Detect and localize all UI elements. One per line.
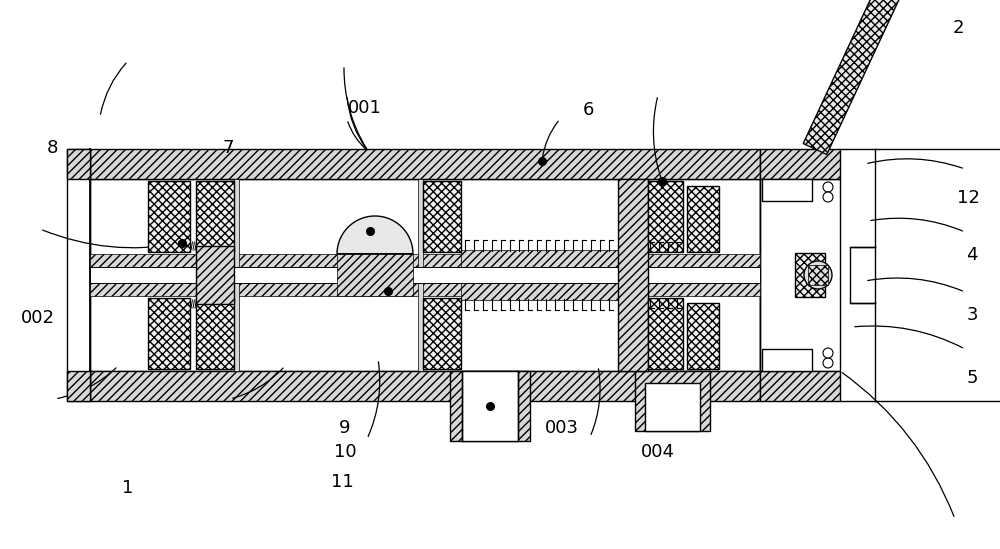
Bar — [450, 371, 530, 441]
Bar — [760, 371, 840, 401]
Bar — [795, 253, 825, 297]
Text: 7: 7 — [222, 139, 234, 157]
Bar — [762, 179, 812, 201]
Bar — [760, 179, 840, 371]
Bar — [760, 149, 840, 179]
Text: 002: 002 — [21, 309, 55, 327]
Bar — [462, 371, 518, 441]
Circle shape — [804, 261, 832, 289]
Circle shape — [823, 358, 833, 368]
Polygon shape — [337, 216, 413, 254]
Bar — [337, 254, 413, 296]
Bar — [148, 181, 190, 252]
Bar — [423, 181, 461, 252]
Bar — [808, 265, 828, 285]
Bar — [687, 303, 719, 369]
Text: 8: 8 — [46, 139, 58, 157]
Bar — [850, 247, 875, 303]
Bar — [234, 179, 239, 371]
Bar — [90, 149, 760, 179]
Bar — [687, 186, 719, 252]
Bar — [418, 179, 423, 371]
Bar — [648, 298, 683, 369]
Bar — [196, 181, 234, 252]
Bar — [90, 179, 760, 371]
Circle shape — [823, 192, 833, 202]
Text: 5: 5 — [966, 369, 978, 387]
Polygon shape — [803, 0, 907, 154]
Bar — [762, 349, 812, 371]
Text: 10: 10 — [334, 443, 356, 461]
Text: 12: 12 — [957, 189, 979, 207]
Bar — [90, 371, 760, 401]
Bar — [423, 298, 461, 369]
Bar — [461, 250, 620, 300]
Text: 004: 004 — [641, 443, 675, 461]
Bar — [148, 298, 190, 369]
Bar — [196, 246, 234, 304]
Text: 6: 6 — [582, 101, 594, 119]
Text: 11: 11 — [331, 473, 353, 491]
Text: 9: 9 — [339, 419, 351, 437]
Bar — [648, 181, 683, 252]
Bar — [67, 371, 90, 401]
Text: 1: 1 — [122, 479, 134, 497]
Text: 4: 4 — [966, 246, 978, 264]
Bar — [645, 383, 700, 431]
Bar — [67, 149, 90, 401]
Bar — [90, 267, 760, 283]
Bar — [67, 149, 90, 179]
Circle shape — [823, 182, 833, 192]
Circle shape — [823, 348, 833, 358]
Text: 003: 003 — [545, 419, 579, 437]
Text: 3: 3 — [966, 306, 978, 324]
Text: 001: 001 — [348, 99, 382, 117]
Bar — [90, 254, 760, 296]
Text: 2: 2 — [952, 19, 964, 37]
Bar — [196, 298, 234, 369]
Bar — [635, 371, 710, 431]
Bar — [618, 179, 648, 371]
